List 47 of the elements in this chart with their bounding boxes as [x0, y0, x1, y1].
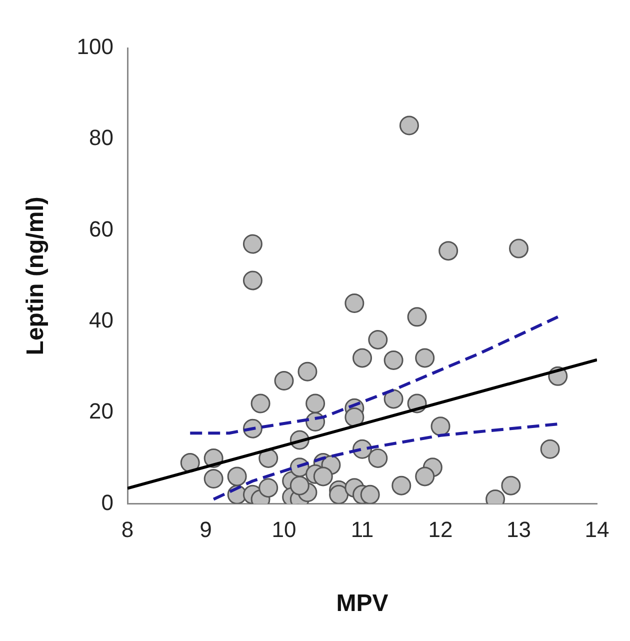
point: [368, 448, 388, 468]
point: [415, 466, 435, 486]
point: [313, 466, 333, 486]
point: [540, 439, 560, 459]
y-axis-title: Leptin (ng/ml): [22, 196, 50, 356]
point: [180, 453, 200, 473]
x-tick-label: 11: [350, 517, 374, 542]
point: [352, 348, 372, 368]
point: [399, 116, 419, 136]
point: [258, 448, 278, 468]
y-tick-label: 0: [101, 490, 114, 515]
point: [344, 294, 364, 313]
point: [384, 350, 404, 370]
point: [344, 407, 364, 427]
y-tick-label: 20: [89, 398, 114, 424]
point: [430, 416, 450, 436]
point: [360, 484, 380, 504]
x-tick-label: 14: [584, 517, 610, 542]
point: [329, 484, 349, 504]
point: [204, 468, 224, 488]
point: [250, 394, 270, 414]
x-axis-title: MPV: [336, 590, 388, 618]
point: [298, 362, 318, 382]
point: [242, 270, 262, 290]
y-tick-label: 40: [89, 308, 114, 333]
point: [368, 330, 388, 350]
point: [438, 241, 458, 261]
x-tick-label: 10: [272, 517, 296, 542]
x-tick-label: 9: [200, 517, 212, 542]
point: [306, 394, 326, 414]
point: [501, 476, 521, 496]
x-tick-label: 8: [121, 517, 134, 542]
y-tick-label: 80: [89, 125, 114, 150]
x-tick-label: 13: [506, 517, 531, 542]
point: [407, 307, 427, 327]
point: [509, 238, 528, 258]
point: [290, 476, 310, 496]
x-tick-label: 12: [428, 517, 453, 542]
point: [274, 370, 294, 390]
y-tick-label: 60: [89, 216, 114, 242]
y-tick-label: 100: [76, 34, 114, 60]
point: [227, 466, 247, 486]
point: [242, 234, 262, 254]
point: [258, 478, 278, 498]
point: [415, 348, 435, 368]
point: [384, 389, 404, 409]
point: [392, 476, 412, 496]
